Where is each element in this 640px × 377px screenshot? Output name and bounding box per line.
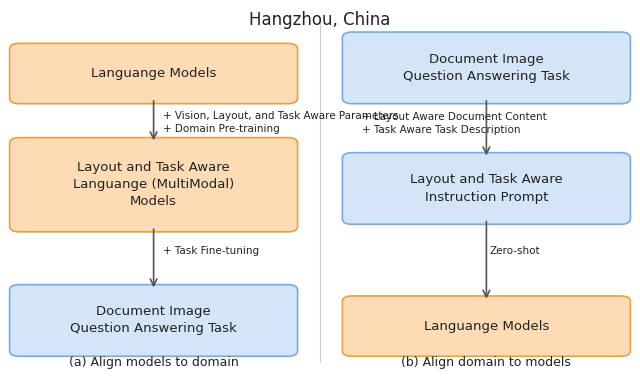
FancyBboxPatch shape bbox=[10, 43, 298, 104]
Text: + Layout Aware Document Content
+ Task Aware Task Description: + Layout Aware Document Content + Task A… bbox=[362, 112, 547, 135]
FancyBboxPatch shape bbox=[10, 138, 298, 232]
FancyBboxPatch shape bbox=[10, 285, 298, 356]
Text: Hangzhou, China: Hangzhou, China bbox=[250, 11, 390, 29]
FancyBboxPatch shape bbox=[342, 153, 630, 224]
Text: Document Image
Question Answering Task: Document Image Question Answering Task bbox=[70, 305, 237, 336]
Text: + Task Fine-tuning: + Task Fine-tuning bbox=[163, 246, 259, 256]
Text: Document Image
Question Answering Task: Document Image Question Answering Task bbox=[403, 53, 570, 83]
Text: + Vision, Layout, and Task Aware Parameters
+ Domain Pre-training: + Vision, Layout, and Task Aware Paramet… bbox=[163, 111, 399, 134]
Text: (a) Align models to domain: (a) Align models to domain bbox=[68, 357, 239, 369]
Text: Languange Models: Languange Models bbox=[91, 67, 216, 80]
FancyBboxPatch shape bbox=[342, 32, 630, 104]
Text: Layout and Task Aware
Instruction Prompt: Layout and Task Aware Instruction Prompt bbox=[410, 173, 563, 204]
FancyBboxPatch shape bbox=[342, 296, 630, 356]
Text: Zero-shot: Zero-shot bbox=[490, 246, 540, 256]
Text: Layout and Task Aware
Languange (MultiModal)
Models: Layout and Task Aware Languange (MultiMo… bbox=[73, 161, 234, 208]
Text: (b) Align domain to models: (b) Align domain to models bbox=[401, 357, 572, 369]
Text: Languange Models: Languange Models bbox=[424, 320, 549, 333]
